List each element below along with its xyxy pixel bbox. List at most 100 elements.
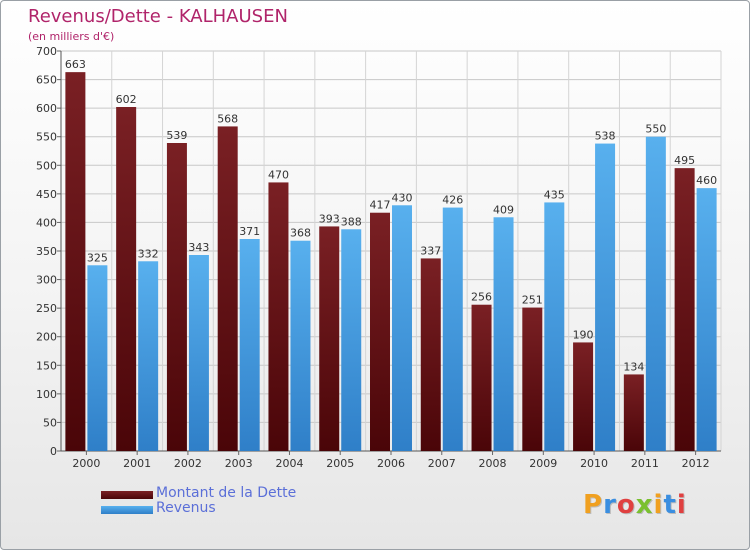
logo-letter: r — [603, 490, 617, 520]
bar-debt — [471, 304, 492, 451]
bar-debt — [65, 72, 86, 452]
bar-revenue — [392, 205, 412, 451]
bar-revenue — [138, 261, 159, 451]
logo-letter: o — [616, 490, 636, 520]
data-label-revenue: 371 — [239, 225, 260, 238]
bar-debt — [573, 342, 594, 451]
x-tick-label: 2000 — [72, 457, 100, 470]
logo-letter: P — [583, 490, 604, 520]
bar-revenue — [188, 255, 209, 451]
bar-debt — [623, 374, 644, 451]
y-tick-label: 150 — [36, 359, 57, 372]
data-label-debt: 417 — [370, 199, 391, 212]
bar-revenue — [290, 240, 311, 451]
data-label-debt: 495 — [674, 154, 695, 167]
bar-debt — [522, 307, 543, 451]
data-label-revenue: 538 — [595, 130, 616, 143]
chart-title: Revenus/Dette - KALHAUSEN — [28, 6, 288, 27]
data-label-revenue: 368 — [290, 227, 311, 240]
data-label-debt: 251 — [522, 294, 543, 307]
data-label-revenue: 426 — [442, 194, 463, 207]
grid-lines — [60, 50, 722, 451]
bar-revenue — [87, 265, 108, 451]
bar-revenue — [645, 136, 666, 451]
data-label-revenue: 388 — [341, 215, 362, 228]
bar-revenue — [239, 239, 260, 451]
legend-swatch-debt — [101, 491, 153, 499]
data-label-debt: 470 — [268, 168, 289, 181]
data-label-revenue: 460 — [696, 174, 717, 187]
bar-debt — [674, 168, 695, 451]
bars — [65, 72, 717, 452]
data-label-debt: 539 — [166, 129, 187, 142]
bar-revenue — [341, 229, 362, 451]
y-tick-label: 700 — [36, 45, 57, 58]
data-label-revenue: 430 — [392, 191, 413, 204]
axes: 0 50 100 150 200 250 300 350 400 450 500 550 600 650 7… — [36, 45, 721, 470]
data-label-debt: 256 — [471, 291, 492, 304]
x-tick-label: 2010 — [580, 457, 608, 470]
y-tick-label: 600 — [36, 102, 57, 115]
data-label-revenue: 343 — [188, 241, 209, 254]
data-label-revenue: 325 — [87, 251, 108, 264]
y-tick-label: 300 — [36, 274, 57, 287]
bar-debt — [217, 126, 238, 451]
x-tick-label: 2002 — [174, 457, 202, 470]
bar-debt — [370, 212, 390, 451]
bar-revenue — [544, 202, 565, 451]
x-tick-label: 2004 — [275, 457, 303, 470]
bar-revenue — [493, 217, 514, 451]
x-tick-label: 2012 — [682, 457, 710, 470]
chart-subtitle: (en milliers d'€) — [28, 30, 115, 43]
y-tick-label: 550 — [36, 131, 57, 144]
y-tick-label: 500 — [36, 159, 57, 172]
bar-debt — [420, 258, 441, 451]
y-tick-label: 100 — [36, 388, 57, 401]
y-tick-label: 650 — [36, 74, 57, 87]
data-label-debt: 393 — [319, 212, 340, 225]
data-label-debt: 568 — [217, 112, 238, 125]
data-label-debt: 190 — [573, 328, 594, 341]
bar-revenue — [595, 143, 616, 452]
proxiti-logo: Proxiti — [583, 490, 687, 520]
x-tick-label: 2003 — [225, 457, 253, 470]
y-tick-label: 50 — [43, 416, 57, 429]
data-label-debt: 337 — [420, 244, 441, 257]
bar-debt — [268, 182, 289, 451]
logo-letter: i — [676, 490, 687, 520]
x-tick-label: 2011 — [631, 457, 659, 470]
y-tick-label: 0 — [50, 445, 57, 458]
y-tick-label: 250 — [36, 302, 57, 315]
data-label-revenue: 409 — [493, 203, 514, 216]
bar-debt — [116, 107, 137, 451]
bar-revenue — [442, 207, 463, 451]
y-tick-label: 400 — [36, 216, 57, 229]
x-tick-label: 2005 — [326, 457, 354, 470]
bar-revenue — [696, 188, 717, 451]
x-tick-label: 2001 — [123, 457, 151, 470]
bar-debt — [166, 143, 187, 451]
logo-letter: t — [663, 490, 677, 520]
x-tick-label: 2006 — [377, 457, 405, 470]
y-tick-label: 200 — [36, 331, 57, 344]
data-label-debt: 663 — [65, 58, 86, 71]
y-tick-label: 450 — [36, 188, 57, 201]
data-label-debt: 602 — [116, 93, 137, 106]
data-label-revenue: 550 — [645, 123, 666, 136]
logo-letter: x — [635, 490, 654, 520]
legend-label-revenue: Revenus — [156, 500, 216, 516]
x-tick-label: 2007 — [428, 457, 456, 470]
x-tick-label: 2009 — [529, 457, 557, 470]
y-tick-label: 350 — [36, 245, 57, 258]
logo-letter: i — [653, 490, 664, 520]
data-label-debt: 134 — [623, 360, 644, 373]
legend-label-debt: Montant de la Dette — [156, 485, 297, 501]
legend-swatch-revenue — [101, 506, 153, 514]
bar-debt — [319, 226, 340, 451]
data-label-revenue: 435 — [544, 188, 565, 201]
x-tick-label: 2008 — [479, 457, 507, 470]
data-label-revenue: 332 — [138, 247, 159, 260]
